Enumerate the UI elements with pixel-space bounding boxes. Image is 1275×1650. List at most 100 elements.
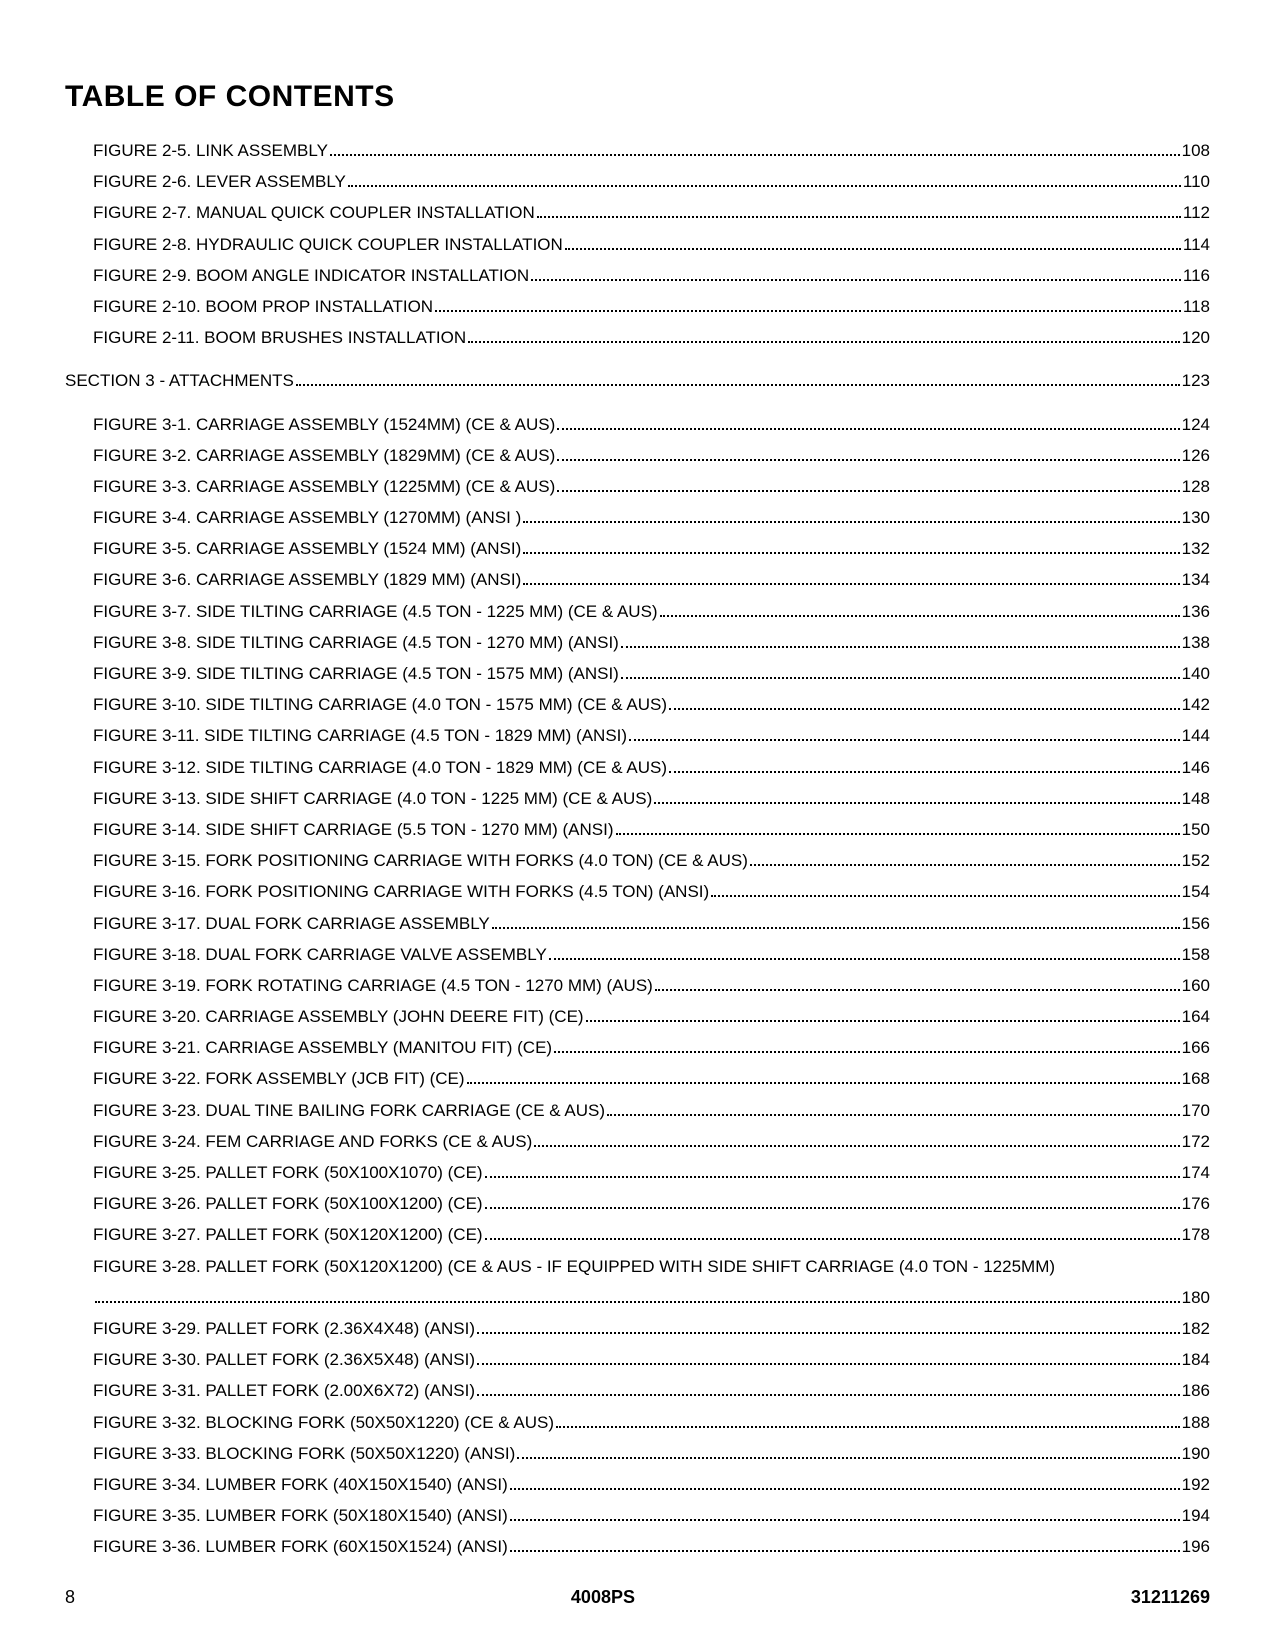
toc-entry-label: FIGURE 3-20. CARRIAGE ASSEMBLY (JOHN DEE…	[93, 1008, 584, 1025]
toc-entry-label: FIGURE 2-7. MANUAL QUICK COUPLER INSTALL…	[93, 204, 535, 221]
toc-entry: FIGURE 3-26. PALLET FORK (50X100X1200) (…	[93, 1195, 1210, 1212]
toc-leader-dots	[467, 1082, 1180, 1084]
toc-entry: FIGURE 3-35. LUMBER FORK (50X180X1540) (…	[93, 1507, 1210, 1524]
toc-leader-dots	[616, 833, 1180, 835]
toc-entry-label: FIGURE 3-22. FORK ASSEMBLY (JCB FIT) (CE…	[93, 1070, 465, 1087]
toc-leader-dots	[557, 490, 1179, 492]
toc-entry-label: FIGURE 3-17. DUAL FORK CARRIAGE ASSEMBLY	[93, 915, 490, 932]
toc-entry-label: FIGURE 3-35. LUMBER FORK (50X180X1540) (…	[93, 1507, 508, 1524]
toc-entry: FIGURE 3-6. CARRIAGE ASSEMBLY (1829 MM) …	[93, 571, 1210, 588]
toc-entry-page: 156	[1182, 915, 1210, 932]
toc-leader-dots	[296, 384, 1180, 386]
toc-entry-label: FIGURE 3-23. DUAL TINE BAILING FORK CARR…	[93, 1102, 605, 1119]
toc-entry-label: FIGURE 3-6. CARRIAGE ASSEMBLY (1829 MM) …	[93, 571, 521, 588]
toc-entry-label: FIGURE 3-2. CARRIAGE ASSEMBLY (1829MM) (…	[93, 447, 555, 464]
toc-entry-label: FIGURE 3-18. DUAL FORK CARRIAGE VALVE AS…	[93, 946, 547, 963]
toc-entry: FIGURE 3-16. FORK POSITIONING CARRIAGE W…	[93, 883, 1210, 900]
toc-entry-label: FIGURE 2-9. BOOM ANGLE INDICATOR INSTALL…	[93, 267, 529, 284]
toc-leader-dots	[477, 1363, 1180, 1365]
toc-entry: FIGURE 3-14. SIDE SHIFT CARRIAGE (5.5 TO…	[93, 821, 1210, 838]
toc-leader-dots	[517, 1457, 1179, 1459]
toc-entry-label: FIGURE 2-8. HYDRAULIC QUICK COUPLER INST…	[93, 236, 563, 253]
toc-entry-label: FIGURE 3-34. LUMBER FORK (40X150X1540) (…	[93, 1476, 508, 1493]
toc-entry: FIGURE 3-4. CARRIAGE ASSEMBLY (1270MM) (…	[93, 509, 1210, 526]
toc-entry: FIGURE 3-25. PALLET FORK (50X100X1070) (…	[93, 1164, 1210, 1181]
toc-entry: FIGURE 3-34. LUMBER FORK (40X150X1540) (…	[93, 1476, 1210, 1493]
toc-leader-dots	[485, 1207, 1180, 1209]
toc-entry-page: 124	[1182, 416, 1210, 433]
toc-entry-label: FIGURE 3-28. PALLET FORK (50X120X1200) (…	[93, 1258, 1055, 1275]
toc-entry-label: FIGURE 3-29. PALLET FORK (2.36X4X48) (AN…	[93, 1320, 475, 1337]
toc-leader-dots	[534, 1145, 1179, 1147]
toc-entry-page: 194	[1182, 1507, 1210, 1524]
toc-entry: FIGURE 3-10. SIDE TILTING CARRIAGE (4.0 …	[93, 696, 1210, 713]
toc-entry-label: FIGURE 2-6. LEVER ASSEMBLY	[93, 173, 346, 190]
page-footer: 8 4008PS 31211269	[65, 1587, 1210, 1608]
toc-leader-dots	[750, 864, 1180, 866]
toc-leader-dots	[669, 771, 1180, 773]
toc-leader-dots	[557, 428, 1179, 430]
toc-entry-page: 116	[1183, 267, 1210, 284]
toc-leader-dots	[556, 1426, 1180, 1428]
toc-leader-dots	[510, 1488, 1180, 1490]
toc-entry-label: FIGURE 3-31. PALLET FORK (2.00X6X72) (AN…	[93, 1382, 475, 1399]
toc-leader-dots	[586, 1020, 1180, 1022]
toc-entry-page: 123	[1182, 372, 1210, 389]
toc-entry-page: 180	[1182, 1289, 1210, 1306]
toc-entry-page: 164	[1182, 1008, 1210, 1025]
toc-entry: FIGURE 2-10. BOOM PROP INSTALLATION118	[93, 298, 1210, 315]
toc-entry-page: 186	[1182, 1382, 1210, 1399]
toc-entry-label: FIGURE 3-30. PALLET FORK (2.36X5X48) (AN…	[93, 1351, 475, 1368]
toc-entry: FIGURE 3-36. LUMBER FORK (60X150X1524) (…	[93, 1538, 1210, 1555]
toc-leader-dots	[468, 341, 1179, 343]
toc-entry-page: 182	[1182, 1320, 1210, 1337]
toc-entry: FIGURE 3-13. SIDE SHIFT CARRIAGE (4.0 TO…	[93, 790, 1210, 807]
toc-entry: FIGURE 3-28. PALLET FORK (50X120X1200) (…	[93, 1258, 1210, 1275]
toc-entry-page: 152	[1182, 852, 1210, 869]
toc-leader-dots	[537, 216, 1181, 218]
toc-entry-label: FIGURE 3-15. FORK POSITIONING CARRIAGE W…	[93, 852, 748, 869]
toc-leader-dots	[711, 895, 1179, 897]
toc-entry-page: 146	[1182, 759, 1210, 776]
toc-entry-label: FIGURE 2-10. BOOM PROP INSTALLATION	[93, 298, 433, 315]
toc-entry: FIGURE 2-5. LINK ASSEMBLY108	[93, 142, 1210, 159]
toc-entry-page: 148	[1182, 790, 1210, 807]
toc-entry: FIGURE 3-21. CARRIAGE ASSEMBLY (MANITOU …	[93, 1039, 1210, 1056]
toc-entry-label: FIGURE 3-32. BLOCKING FORK (50X50X1220) …	[93, 1414, 554, 1431]
toc-entry-page: 136	[1182, 603, 1210, 620]
toc-entry-label: FIGURE 3-5. CARRIAGE ASSEMBLY (1524 MM) …	[93, 540, 521, 557]
toc-entry-page: 112	[1183, 204, 1210, 221]
toc-entry-label: FIGURE 3-27. PALLET FORK (50X120X1200) (…	[93, 1226, 483, 1243]
toc-entry-page: 188	[1182, 1414, 1210, 1431]
toc-entry-page: 160	[1182, 977, 1210, 994]
toc-entry-page: 108	[1182, 142, 1210, 159]
toc-leader-dots	[655, 989, 1180, 991]
toc-entry-page: 184	[1182, 1351, 1210, 1368]
toc-leader-dots	[510, 1550, 1180, 1552]
toc-entry-page: 140	[1182, 665, 1210, 682]
toc-entry: FIGURE 3-23. DUAL TINE BAILING FORK CARR…	[93, 1102, 1210, 1119]
toc-leader-dots	[669, 708, 1180, 710]
toc-entry-page: 178	[1182, 1226, 1210, 1243]
toc-entry-label: FIGURE 3-3. CARRIAGE ASSEMBLY (1225MM) (…	[93, 478, 555, 495]
toc-leader-dots	[660, 615, 1180, 617]
toc-leader-dots	[523, 583, 1179, 585]
toc-entry: SECTION 3 - ATTACHMENTS123	[65, 372, 1210, 389]
toc-leader-dots	[477, 1332, 1180, 1334]
toc-entry: FIGURE 3-19. FORK ROTATING CARRIAGE (4.5…	[93, 977, 1210, 994]
toc-entry-page: 138	[1182, 634, 1210, 651]
toc-entry-label: FIGURE 3-19. FORK ROTATING CARRIAGE (4.5…	[93, 977, 653, 994]
toc-entry: FIGURE 3-5. CARRIAGE ASSEMBLY (1524 MM) …	[93, 540, 1210, 557]
toc-entry-page: 150	[1182, 821, 1210, 838]
toc-entry-page: 126	[1182, 447, 1210, 464]
toc-entry-page: 190	[1182, 1445, 1210, 1462]
toc-entry-label: FIGURE 3-4. CARRIAGE ASSEMBLY (1270MM) (…	[93, 509, 521, 526]
toc-entry-label: FIGURE 3-14. SIDE SHIFT CARRIAGE (5.5 TO…	[93, 821, 614, 838]
toc-entry-page: 158	[1182, 946, 1210, 963]
toc-entry-label: FIGURE 3-13. SIDE SHIFT CARRIAGE (4.0 TO…	[93, 790, 652, 807]
toc-entry: FIGURE 2-11. BOOM BRUSHES INSTALLATION12…	[93, 329, 1210, 346]
toc-leader-dots	[95, 1301, 1180, 1303]
toc-entry-page: 154	[1182, 883, 1210, 900]
toc-leader-dots	[330, 154, 1180, 156]
toc-entry-page: 176	[1182, 1195, 1210, 1212]
